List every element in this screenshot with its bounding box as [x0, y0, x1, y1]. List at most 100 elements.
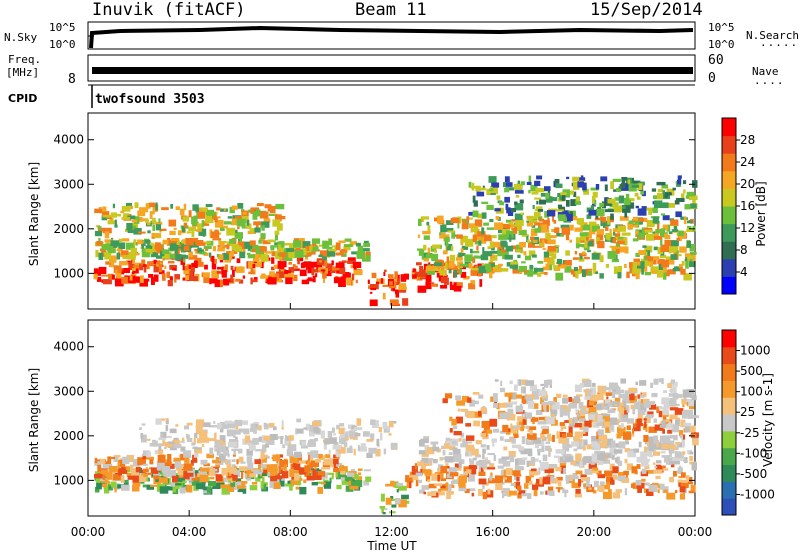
velocity-cell: [94, 473, 103, 479]
velocity-cell: [568, 479, 575, 484]
power-cell: [170, 204, 174, 209]
power-cell: [230, 256, 235, 259]
power-cell: [242, 247, 246, 254]
velocity-colorbar-tick-label: 500: [740, 364, 763, 378]
velocity-cell: [250, 423, 256, 431]
velocity-cell: [109, 486, 112, 489]
power-cell: [289, 242, 297, 250]
velocity-cell: [579, 460, 583, 469]
power-cell: [543, 251, 549, 260]
power-cell: [478, 187, 486, 191]
velocity-cell: [458, 480, 463, 487]
velocity-cell: [538, 389, 547, 397]
velocity-cell: [632, 423, 637, 428]
velocity-cell: [337, 472, 346, 478]
velocity-cell: [471, 467, 477, 475]
velocity-cell: [448, 467, 457, 475]
power-cell: [253, 221, 262, 226]
velocity-cell: [456, 400, 465, 406]
velocity-cell: [691, 395, 697, 401]
power-cell: [675, 211, 682, 218]
power-cell: [159, 270, 165, 275]
power-cell: [403, 273, 409, 280]
power-cell: [504, 182, 513, 187]
power-cell: [293, 238, 300, 241]
power-cell: [472, 195, 476, 203]
power-cell: [95, 249, 99, 258]
velocity-cell: [307, 459, 311, 466]
power-cell: [582, 182, 587, 191]
power-cell: [681, 261, 685, 266]
power-cell: [638, 250, 646, 255]
velocity-cell: [219, 435, 226, 443]
velocity-cell: [142, 450, 150, 457]
velocity-cell: [127, 475, 136, 480]
velocity-cell: [357, 468, 363, 471]
velocity-cell: [325, 472, 335, 475]
velocity-cell: [607, 409, 616, 413]
velocity-cell: [323, 459, 333, 466]
velocity-cell: [472, 400, 479, 405]
power-cell: [604, 184, 608, 192]
velocity-cell: [662, 468, 669, 471]
velocity-cell: [415, 472, 423, 477]
power-cell: [523, 270, 528, 273]
power-cell: [565, 250, 570, 256]
power-cell: [518, 265, 527, 272]
power-cell: [152, 244, 157, 253]
velocity-cell: [672, 424, 679, 428]
power-cell: [446, 243, 453, 251]
velocity-cell: [572, 473, 578, 478]
velocity-cell: [504, 476, 512, 483]
power-cell: [228, 252, 233, 261]
power-cell: [677, 254, 682, 257]
power-cell: [657, 223, 660, 230]
velocity-cell: [169, 461, 172, 467]
velocity-cell: [502, 460, 511, 467]
power-cell: [197, 223, 202, 231]
power-cell: [198, 228, 207, 236]
velocity-cell: [599, 481, 605, 486]
power-cell: [528, 216, 538, 224]
power-cell: [371, 272, 377, 279]
velocity-cell: [578, 410, 581, 417]
power-cell: [261, 273, 266, 276]
velocity-cell: [124, 479, 129, 485]
velocity-cell: [281, 420, 284, 428]
velocity-cell: [339, 466, 348, 471]
velocity-cell: [645, 428, 648, 432]
velocity-cell: [389, 421, 394, 428]
power-colorbar-swatch: [722, 241, 736, 260]
power-cell: [674, 266, 679, 270]
velocity-cell: [417, 479, 423, 484]
velocity-cell: [349, 445, 353, 452]
power-cell: [389, 299, 399, 306]
power-cell: [177, 230, 182, 236]
power-cell: [157, 260, 161, 265]
power-cell: [632, 272, 636, 277]
velocity-cell: [465, 423, 472, 427]
velocity-cell: [420, 468, 423, 475]
power-cell: [481, 227, 485, 235]
velocity-cell: [301, 441, 307, 446]
velocity-cell: [370, 433, 375, 441]
velocity-cell: [489, 418, 498, 427]
velocity-cell: [598, 434, 608, 441]
velocity-cell: [622, 395, 630, 403]
velocity-cell: [574, 384, 582, 393]
velocity-cell: [670, 387, 677, 395]
velocity-cell: [597, 385, 607, 393]
velocity-cell: [571, 475, 579, 480]
velocity-cell: [296, 418, 302, 423]
nave-tick-bottom: 0: [708, 71, 716, 86]
power-cell: [218, 254, 224, 260]
power-cell: [162, 239, 169, 245]
velocity-cell: [282, 444, 285, 449]
power-cell: [656, 181, 666, 186]
velocity-cell: [324, 438, 330, 445]
nave-tick-top: 60: [708, 53, 724, 68]
velocity-cell: [478, 410, 482, 417]
power-cell: [186, 270, 194, 278]
velocity-cell: [255, 477, 261, 482]
velocity-cell: [163, 447, 167, 450]
